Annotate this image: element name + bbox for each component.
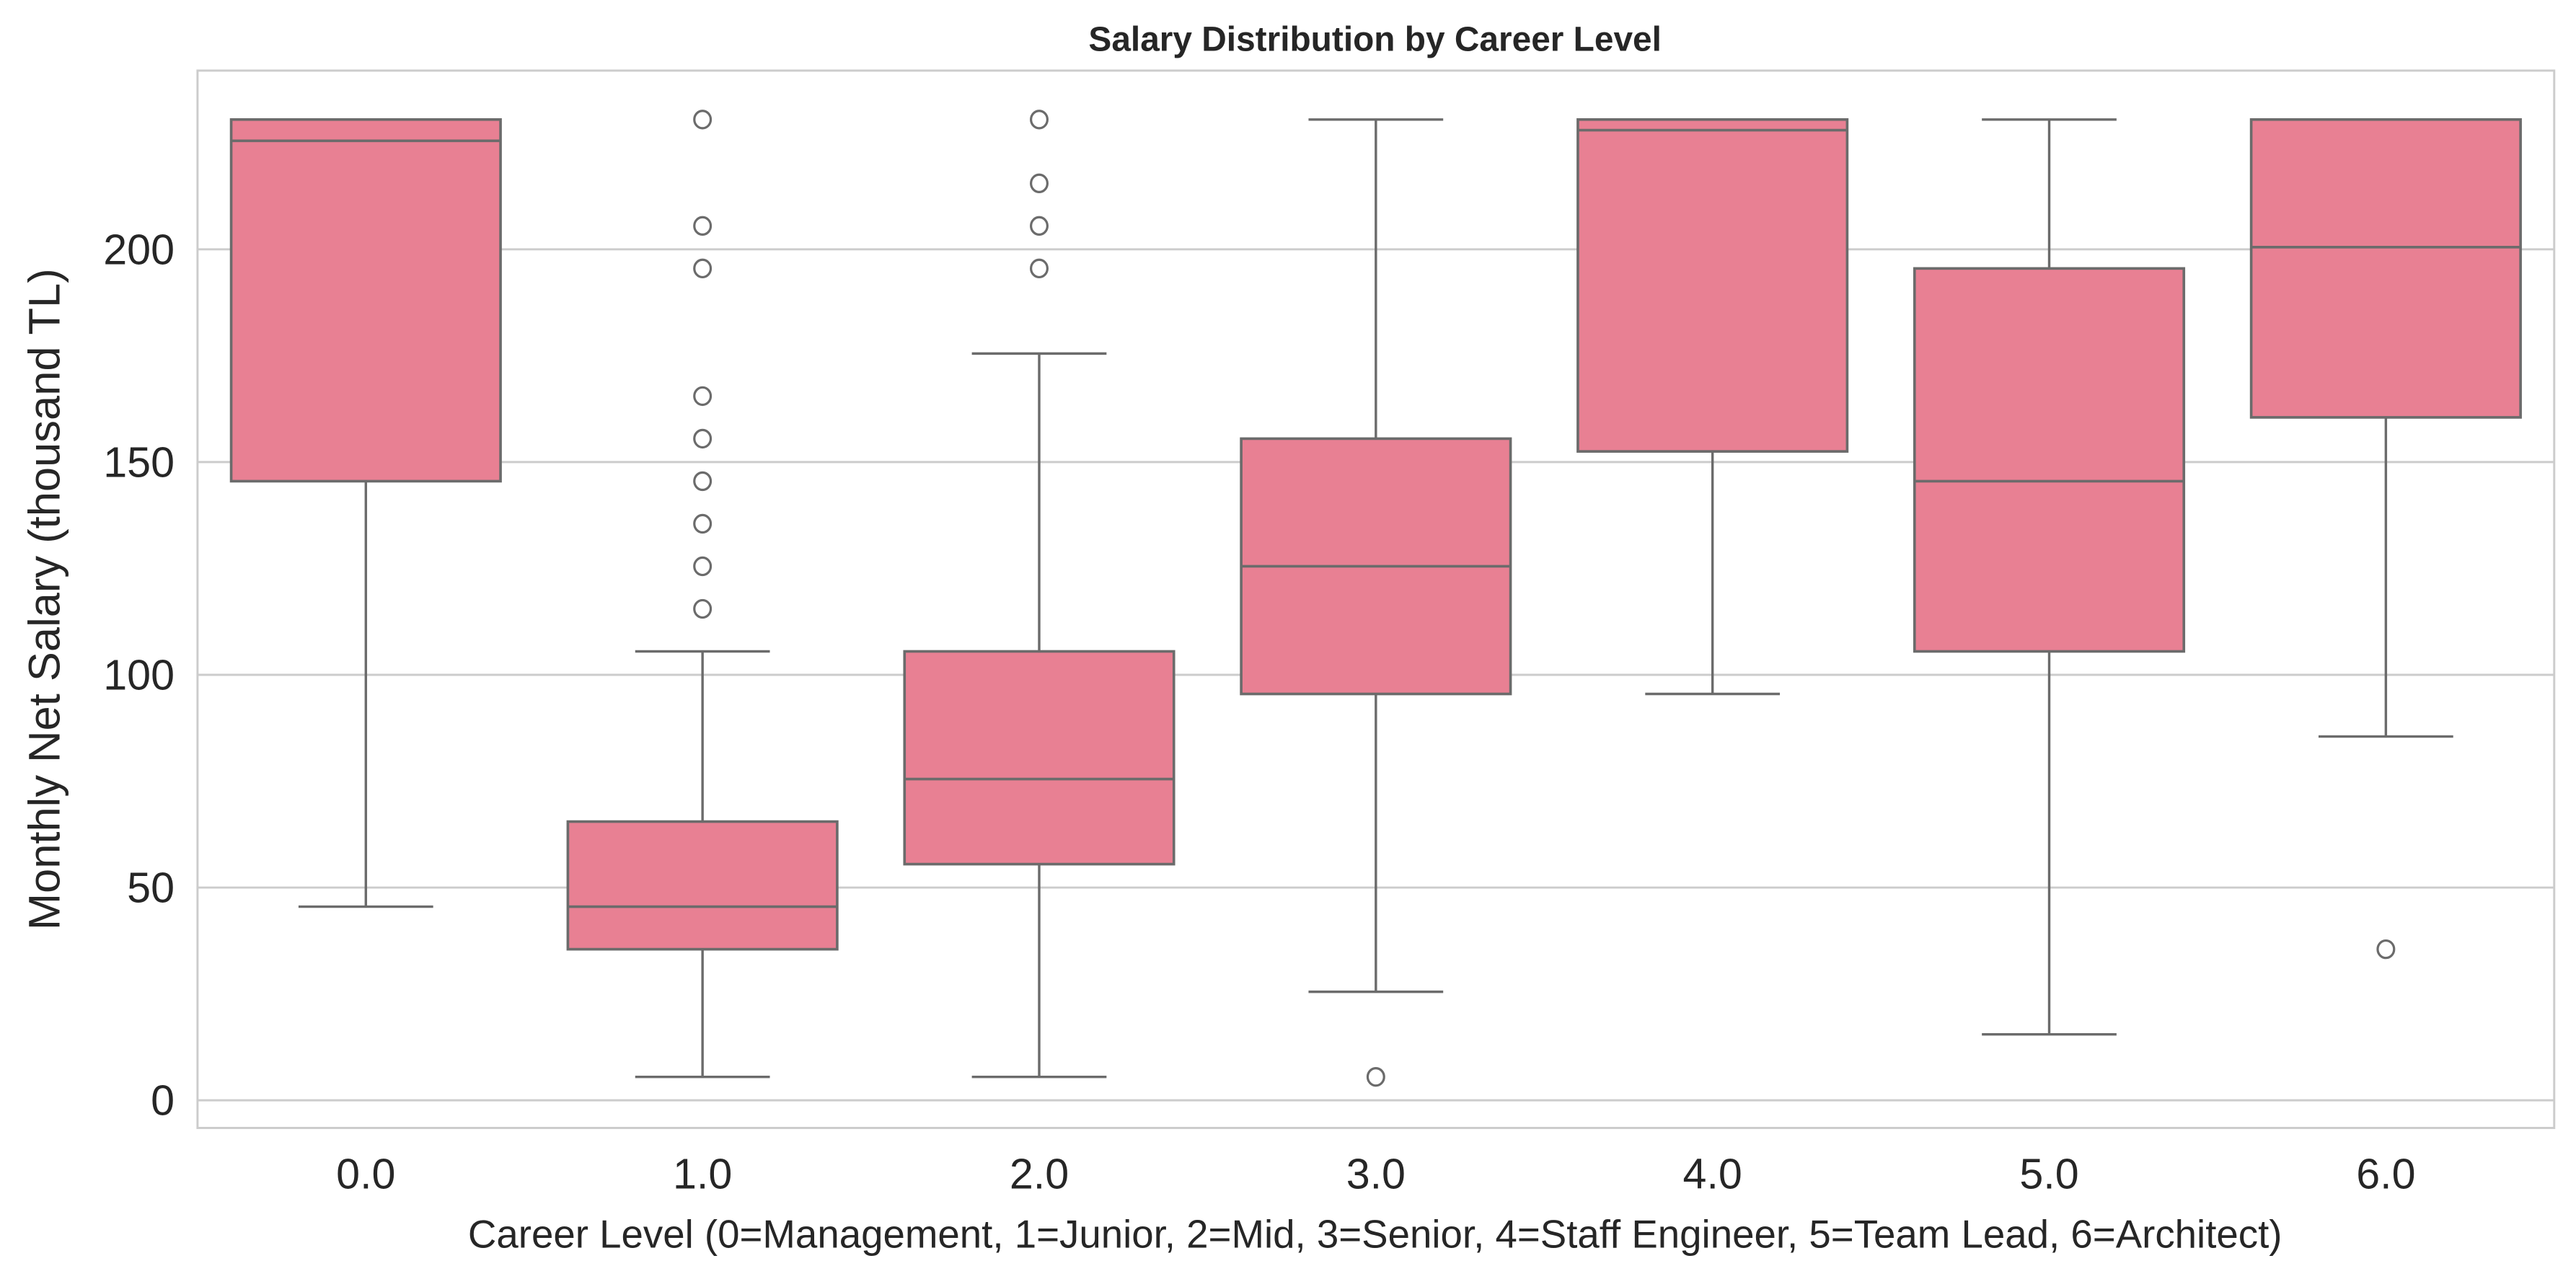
box-6.0	[2249, 118, 2522, 960]
outlier-point	[693, 598, 713, 619]
box-0.0	[229, 118, 502, 908]
y-tick-label: 0	[151, 1076, 175, 1125]
x-tick-label: 6.0	[2356, 1150, 2415, 1198]
plot-frame	[196, 69, 2556, 1129]
y-tick-labels: 0 50 100 150 200	[103, 225, 175, 1124]
outlier-point	[693, 258, 713, 279]
outlier-point	[1030, 110, 1049, 130]
y-tick-label: 150	[103, 438, 175, 486]
iqr-box	[229, 118, 502, 483]
x-tick-labels: 0.0 1.0 2.0 3.0 4.0 5.0 6.0	[336, 1150, 2415, 1198]
outlier-point	[1030, 216, 1049, 236]
outlier-point	[1030, 258, 1049, 279]
outlier-point	[693, 556, 713, 577]
box-4.0	[1576, 118, 1849, 696]
outlier-point	[693, 386, 713, 407]
y-tick-label: 100	[103, 650, 175, 699]
outlier-point	[693, 428, 713, 449]
iqr-box	[566, 820, 839, 951]
x-tick-label: 0.0	[336, 1150, 395, 1198]
y-axis-label: Monthly Net Salary (thousand TL)	[20, 268, 70, 930]
chart-title: Salary Distribution by Career Level	[1088, 21, 1662, 59]
x-tick-label: 3.0	[1346, 1150, 1406, 1198]
iqr-box	[2249, 118, 2522, 419]
x-tick-label: 2.0	[1010, 1150, 1069, 1198]
outlier-point	[693, 110, 713, 130]
outlier-point	[693, 216, 713, 236]
outlier-point	[1366, 1067, 1385, 1087]
box-5.0	[1913, 118, 2186, 1036]
x-tick-label: 5.0	[2019, 1150, 2078, 1198]
iqr-box	[1576, 118, 1849, 453]
y-tick-label: 50	[127, 864, 175, 912]
iqr-box	[1913, 267, 2186, 653]
box-2.0	[903, 110, 1175, 1079]
outlier-point	[1030, 173, 1049, 193]
x-tick-label: 1.0	[673, 1150, 732, 1198]
box-1.0	[566, 110, 839, 1079]
y-tick-label: 200	[103, 225, 175, 273]
outlier-point	[2376, 939, 2396, 960]
box-3.0	[1240, 118, 1512, 1087]
x-axis-label: Career Level (0=Management, 1=Junior, 2=…	[468, 1213, 2282, 1257]
outlier-point	[693, 471, 713, 492]
boxes	[229, 110, 2522, 1087]
iqr-box	[903, 650, 1175, 866]
outlier-point	[693, 513, 713, 534]
x-tick-label: 4.0	[1683, 1150, 1742, 1198]
